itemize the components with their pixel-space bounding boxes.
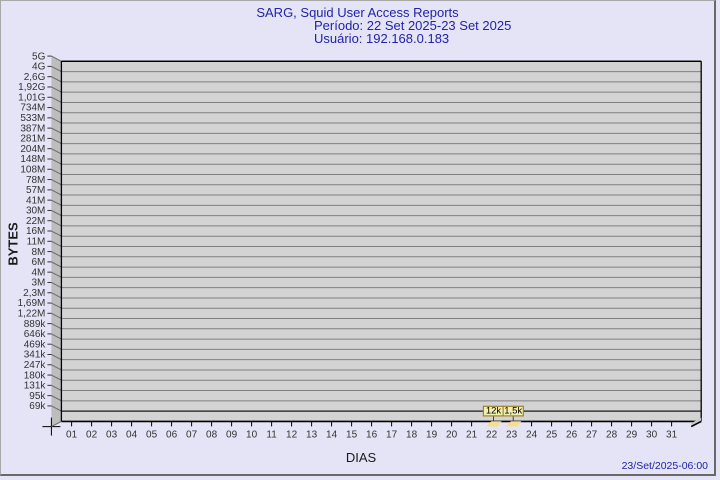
svg-text:26: 26 xyxy=(566,429,578,440)
svg-text:20: 20 xyxy=(446,429,458,440)
svg-text:29: 29 xyxy=(626,429,638,440)
svg-text:13: 13 xyxy=(306,429,318,440)
svg-text:19: 19 xyxy=(426,429,438,440)
svg-text:01: 01 xyxy=(66,429,78,440)
svg-text:05: 05 xyxy=(146,429,158,440)
svg-text:12: 12 xyxy=(286,429,298,440)
svg-text:02: 02 xyxy=(86,429,98,440)
svg-text:06: 06 xyxy=(166,429,178,440)
svg-text:10: 10 xyxy=(246,429,258,440)
svg-text:22: 22 xyxy=(486,429,498,440)
svg-text:08: 08 xyxy=(206,429,218,440)
svg-text:14: 14 xyxy=(326,429,338,440)
svg-text:31: 31 xyxy=(666,429,678,440)
svg-text:27: 27 xyxy=(586,429,598,440)
svg-text:1,5k: 1,5k xyxy=(504,406,522,417)
svg-text:12k: 12k xyxy=(486,406,502,417)
svg-text:16: 16 xyxy=(366,429,378,440)
svg-text:11: 11 xyxy=(266,429,277,440)
svg-text:30: 30 xyxy=(646,429,658,440)
svg-text:25: 25 xyxy=(546,429,558,440)
svg-text:17: 17 xyxy=(386,429,398,440)
svg-text:69k: 69k xyxy=(29,401,46,412)
svg-text:09: 09 xyxy=(226,429,238,440)
svg-text:28: 28 xyxy=(606,429,618,440)
svg-text:07: 07 xyxy=(186,429,198,440)
svg-text:04: 04 xyxy=(126,429,138,440)
svg-text:18: 18 xyxy=(406,429,418,440)
svg-text:21: 21 xyxy=(466,429,478,440)
svg-text:24: 24 xyxy=(526,429,538,440)
svg-text:15: 15 xyxy=(346,429,358,440)
svg-text:23: 23 xyxy=(506,429,518,440)
svg-text:03: 03 xyxy=(106,429,118,440)
